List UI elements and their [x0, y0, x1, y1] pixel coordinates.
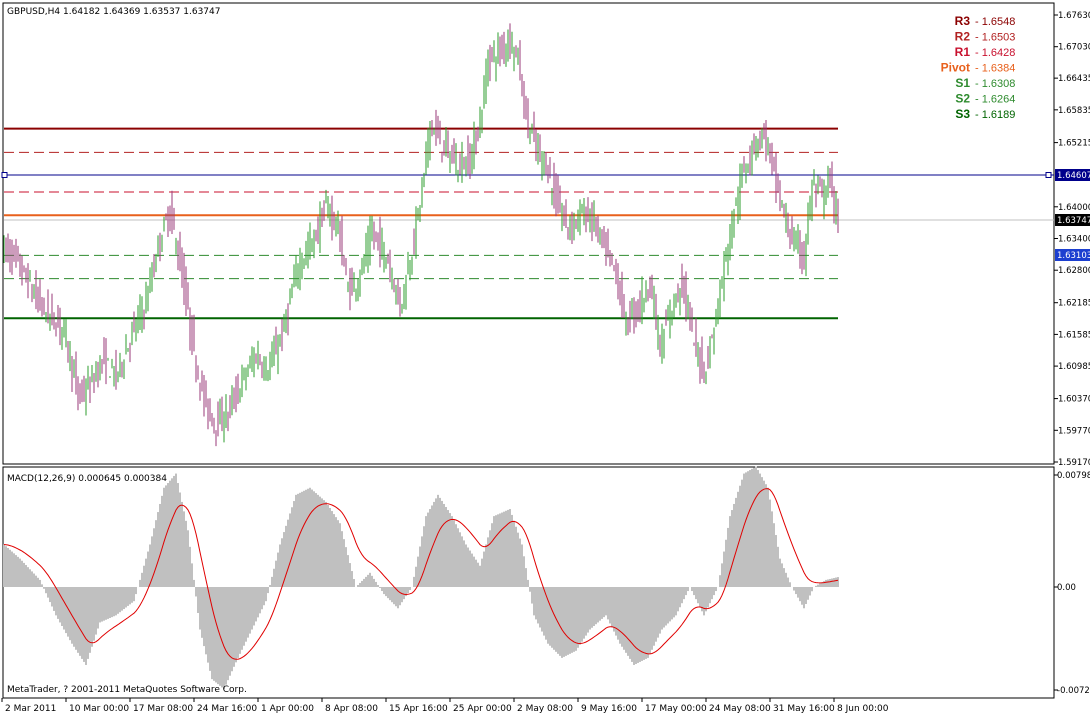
price-axis-label: 1.62800 — [1058, 266, 1090, 276]
time-axis-label: 2 Mar 2011 — [5, 704, 56, 714]
price-axis-label: 1.60985 — [1058, 362, 1090, 372]
macd-histogram — [3, 466, 839, 690]
time-axis-label: 24 May 08:00 — [709, 704, 771, 714]
pivot-legend-name: R2 — [955, 30, 971, 44]
price-axis-label: 1.64000 — [1058, 203, 1090, 213]
pivot-legend-value: - 1.6428 — [975, 47, 1015, 59]
price-bars — [3, 23, 839, 447]
time-axis-label: 9 May 16:00 — [581, 704, 637, 714]
time-axis-label: 17 May 00:00 — [645, 704, 707, 714]
current-price-label: 1.63747 — [1057, 216, 1090, 226]
macd-axis-zero: 0.00 — [1057, 583, 1076, 593]
price-axis-label: 1.60370 — [1058, 395, 1090, 405]
price-axis-label: 1.63400 — [1058, 235, 1090, 245]
time-axis-label: 8 Jun 00:00 — [837, 704, 889, 714]
time-axis-label: 25 Apr 00:00 — [453, 704, 512, 714]
pivot-legend-name: S2 — [955, 92, 970, 106]
price-axis-label: 1.61585 — [1058, 330, 1090, 340]
pivot-legend-value: - 1.6503 — [975, 32, 1015, 44]
macd-axis-bottom: -0.00726 — [1057, 686, 1090, 696]
price-marker-s1: 1.63103 — [1055, 249, 1090, 261]
time-axis-label: 24 Mar 16:00 — [197, 704, 257, 714]
time-axis-label: 17 Mar 08:00 — [133, 704, 193, 714]
s1-price-label: 1.63103 — [1057, 251, 1090, 261]
time-axis-label: 10 Mar 00:00 — [69, 704, 129, 714]
macd-signal-line — [3, 488, 839, 660]
pivot-legend-value: - 1.6264 — [975, 94, 1015, 106]
macd-axis-top: 0.00798 — [1057, 471, 1090, 481]
pivot-legend-value: - 1.6548 — [975, 16, 1015, 28]
time-axis-label: 1 Apr 00:00 — [261, 704, 314, 714]
time-axis-label: 8 Apr 08:00 — [325, 704, 378, 714]
pivot-legend-name: R1 — [955, 45, 971, 59]
pivot-legend: R3 - 1.6548 R2 - 1.6503 R1 - 1.6428 Pivot - 1.6… — [941, 14, 1016, 121]
time-axis: 2 Mar 2011 10 Mar 00:00 17 Mar 08:00 24 Mar… — [1, 698, 889, 714]
macd-label: MACD(12,26,9) 0.000645 0.000384 — [7, 474, 167, 484]
pivot-legend-value: - 1.6189 — [975, 109, 1015, 121]
pivot-legend-name: Pivot — [941, 61, 970, 75]
blue-line-price-label: 1.64607 — [1057, 171, 1090, 181]
time-axis-label: 2 May 08:00 — [517, 704, 573, 714]
pivot-lines — [4, 127, 838, 320]
price-axis-label: 1.65215 — [1058, 139, 1090, 149]
copyright-text: MetaTrader, ? 2001-2011 MetaQuotes Softw… — [7, 685, 247, 695]
time-axis-label: 31 May 16:00 — [773, 704, 835, 714]
price-axis: 1.67630 1.67030 1.66435 1.65835 1.65215 1.640… — [1054, 11, 1090, 468]
price-axis-label: 1.59770 — [1058, 426, 1090, 436]
pivot-legend-name: S3 — [955, 107, 970, 121]
price-axis-label: 1.65835 — [1058, 106, 1090, 116]
price-axis-label: 1.59170 — [1058, 458, 1090, 468]
price-marker-current: 1.63747 — [1055, 214, 1090, 226]
pivot-legend-value: - 1.6308 — [975, 78, 1015, 90]
pivot-legend-name: S1 — [955, 76, 970, 90]
line-handle-right[interactable] — [1045, 172, 1052, 178]
price-panel[interactable] — [2, 2, 1055, 465]
time-axis-label: 15 Apr 16:00 — [389, 704, 448, 714]
price-axis-label: 1.67030 — [1058, 43, 1090, 53]
price-marker-blue: 1.64607 — [1055, 169, 1090, 181]
price-axis-label: 1.62185 — [1058, 299, 1090, 309]
price-axis-label: 1.67630 — [1058, 11, 1090, 21]
line-handle-left[interactable] — [1, 172, 8, 178]
pivot-legend-name: R3 — [955, 14, 971, 28]
pivot-legend-value: - 1.6384 — [975, 63, 1015, 75]
symbol-info: GBPUSD,H4 1.64182 1.64369 1.63537 1.6374… — [7, 7, 220, 17]
price-axis-label: 1.66435 — [1058, 74, 1090, 84]
